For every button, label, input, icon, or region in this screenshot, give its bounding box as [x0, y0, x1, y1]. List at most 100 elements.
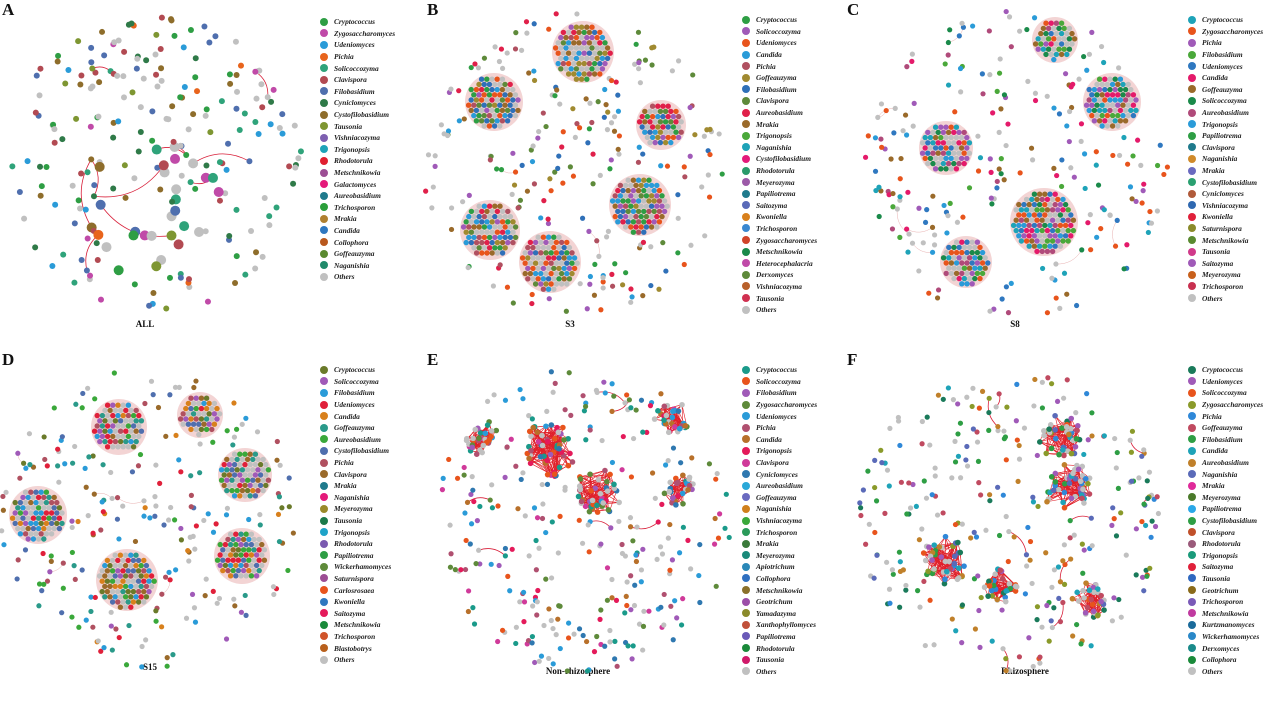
network-node — [117, 594, 124, 600]
network-node — [649, 113, 656, 120]
network-node — [1054, 172, 1060, 179]
network-node — [943, 270, 949, 277]
network-node — [1117, 76, 1124, 82]
network-node — [468, 64, 474, 71]
network-node — [535, 135, 541, 141]
network-node — [91, 182, 98, 189]
network-node — [568, 66, 574, 72]
network-node — [581, 50, 587, 56]
network-node — [1055, 238, 1061, 244]
legend-swatch — [320, 400, 328, 409]
network-node — [1051, 605, 1057, 611]
network-node — [203, 395, 210, 401]
legend-swatch — [742, 597, 750, 606]
network-node — [286, 504, 292, 510]
network-node — [504, 118, 511, 124]
network-node — [636, 621, 643, 627]
network-node — [499, 118, 506, 124]
network-node — [233, 426, 240, 432]
network-node — [110, 134, 117, 141]
network-node — [496, 58, 503, 65]
network-node — [41, 494, 47, 501]
legend-label: Zygosaccharomyces — [334, 28, 396, 38]
network-node — [129, 469, 136, 475]
network-node — [290, 530, 296, 536]
network-node — [573, 34, 580, 41]
legend-swatch — [742, 270, 750, 279]
network-node — [94, 423, 100, 429]
network-node — [187, 179, 194, 186]
legend-item: Collophora — [742, 573, 817, 585]
network-node — [990, 110, 996, 116]
network-node — [1018, 238, 1025, 244]
network-node — [489, 229, 495, 235]
network-node — [99, 578, 105, 584]
network-node — [903, 582, 909, 589]
network-node — [133, 407, 139, 414]
network-node — [663, 462, 669, 468]
network-node — [468, 97, 474, 103]
network-node — [152, 513, 158, 519]
network-node — [556, 244, 562, 251]
network-node — [478, 97, 485, 103]
legend-item: Mrakia — [742, 118, 817, 130]
network-node — [635, 198, 642, 204]
network-node — [104, 568, 111, 574]
network-node — [15, 505, 21, 511]
network-node — [879, 460, 885, 466]
legend-label: Solicoccozyma — [334, 63, 379, 73]
network-edge — [93, 165, 165, 198]
network-node — [151, 261, 162, 272]
legend-item: Mrakia — [320, 480, 391, 492]
legend-item: Trichosporon — [742, 526, 817, 538]
legend-item: Others — [1188, 665, 1263, 677]
network-node — [143, 57, 150, 64]
network-node — [492, 224, 498, 230]
network-node — [546, 296, 552, 302]
network-node — [649, 45, 655, 51]
network-node — [1049, 275, 1055, 281]
network-node — [109, 557, 116, 564]
network-node — [940, 140, 947, 146]
network-node — [1060, 207, 1066, 213]
network-node — [242, 493, 248, 499]
legend-label: Trichosporon — [756, 527, 798, 537]
network-node — [473, 250, 480, 256]
network-node — [571, 29, 577, 36]
legend-item: Solicoccozyma — [1188, 387, 1263, 399]
network-node — [252, 68, 259, 75]
network-node — [582, 403, 589, 410]
network-node — [665, 134, 671, 141]
network-node — [675, 113, 682, 120]
network-node — [970, 23, 976, 29]
network-node — [988, 169, 994, 175]
network-node — [273, 204, 280, 211]
network-node — [1141, 447, 1147, 453]
network-node — [1128, 97, 1134, 103]
network-node — [989, 201, 995, 207]
network-node — [99, 499, 105, 505]
network-node — [1057, 243, 1064, 249]
network-node — [943, 145, 949, 151]
network-node — [109, 578, 116, 584]
network-node — [1099, 102, 1105, 108]
network-node — [959, 270, 965, 277]
network-node — [9, 515, 16, 521]
legend-item: Papiliotrema — [742, 188, 817, 200]
network-node — [476, 547, 482, 553]
network-node — [120, 557, 126, 564]
network-node — [545, 234, 552, 240]
network-node — [927, 155, 934, 162]
network-node — [948, 270, 955, 277]
network-node — [502, 545, 509, 552]
network-node — [51, 494, 57, 501]
network-node — [59, 510, 65, 516]
network-node — [675, 250, 681, 256]
network-node — [555, 40, 561, 46]
network-graph — [439, 369, 732, 674]
network-node — [668, 603, 674, 609]
network-node — [1018, 227, 1025, 234]
network-node — [202, 228, 209, 235]
network-node — [495, 503, 501, 509]
network-node — [1154, 494, 1160, 500]
